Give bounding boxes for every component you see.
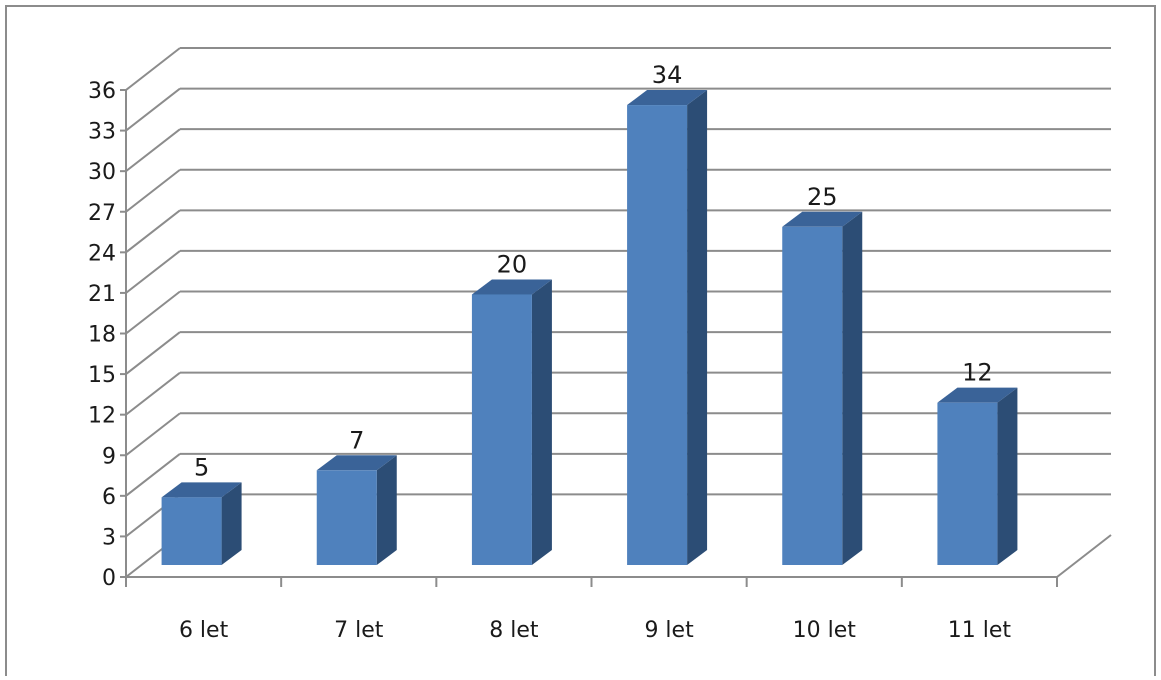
y-tick-label: 18 xyxy=(88,323,116,348)
gridline-side xyxy=(125,453,181,497)
bar-side xyxy=(842,211,863,566)
x-tick-label: 6 let xyxy=(179,618,229,643)
y-tick-label: 3 xyxy=(102,525,116,550)
data-label: 25 xyxy=(807,183,838,211)
bar-side xyxy=(221,482,242,565)
gridline-side xyxy=(125,412,181,457)
y-tick-label: 30 xyxy=(88,160,116,185)
gridline-side xyxy=(125,290,181,335)
x-tick-label: 9 let xyxy=(644,618,694,643)
bar-top xyxy=(316,455,397,471)
bar-6-let xyxy=(161,482,242,565)
data-label: 7 xyxy=(349,426,364,454)
gridline-side xyxy=(125,331,181,375)
bar-front xyxy=(471,294,532,565)
bar-11-let xyxy=(937,387,1018,565)
bar-side xyxy=(376,455,397,565)
bar-9-let xyxy=(627,90,708,566)
gridline-side xyxy=(125,87,181,132)
bars xyxy=(161,90,1018,566)
y-tick-label: 27 xyxy=(88,201,116,226)
bar-front xyxy=(627,105,688,566)
y-tick-label: 21 xyxy=(88,282,116,307)
bar-top xyxy=(937,387,1018,403)
data-label: 20 xyxy=(497,250,528,278)
y-tick-label: 15 xyxy=(88,363,116,388)
floor-right-edge xyxy=(1056,534,1112,578)
chart-frame xyxy=(5,5,1156,680)
bar-7-let xyxy=(316,455,397,565)
gridline-side xyxy=(125,209,181,254)
y-tick-label: 33 xyxy=(88,120,116,145)
x-tick-label: 11 let xyxy=(948,618,1012,643)
data-label: 34 xyxy=(652,61,683,89)
x-tick-label: 7 let xyxy=(334,618,384,643)
gridline-side xyxy=(125,168,181,213)
bar-top xyxy=(161,482,242,498)
bar-front xyxy=(782,226,843,566)
bar-side xyxy=(997,387,1018,565)
bar-top xyxy=(782,211,863,227)
bar-top xyxy=(627,90,708,106)
gridline-side xyxy=(125,250,181,294)
y-tick-label: 12 xyxy=(88,404,116,429)
gridline-side xyxy=(125,47,181,91)
bar-top xyxy=(471,279,552,295)
x-tick-label: 10 let xyxy=(793,618,857,643)
y-tick-label: 24 xyxy=(88,241,116,266)
y-tick-label: 36 xyxy=(88,79,116,104)
bar-front xyxy=(937,402,998,565)
bar-side xyxy=(531,279,552,565)
gridline-side xyxy=(125,128,181,172)
y-tick-label: 0 xyxy=(102,566,116,591)
y-tick-label: 9 xyxy=(102,444,116,469)
gridline-side xyxy=(125,371,181,416)
x-tick-label: 8 let xyxy=(489,618,539,643)
bar-front xyxy=(316,470,377,565)
y-tick-label: 6 xyxy=(102,485,116,510)
bar-front xyxy=(161,497,222,565)
data-label: 12 xyxy=(962,359,993,387)
bar-side xyxy=(687,90,708,566)
data-label: 5 xyxy=(194,453,209,481)
bar-10-let xyxy=(782,211,863,566)
bar-8-let xyxy=(471,279,552,565)
